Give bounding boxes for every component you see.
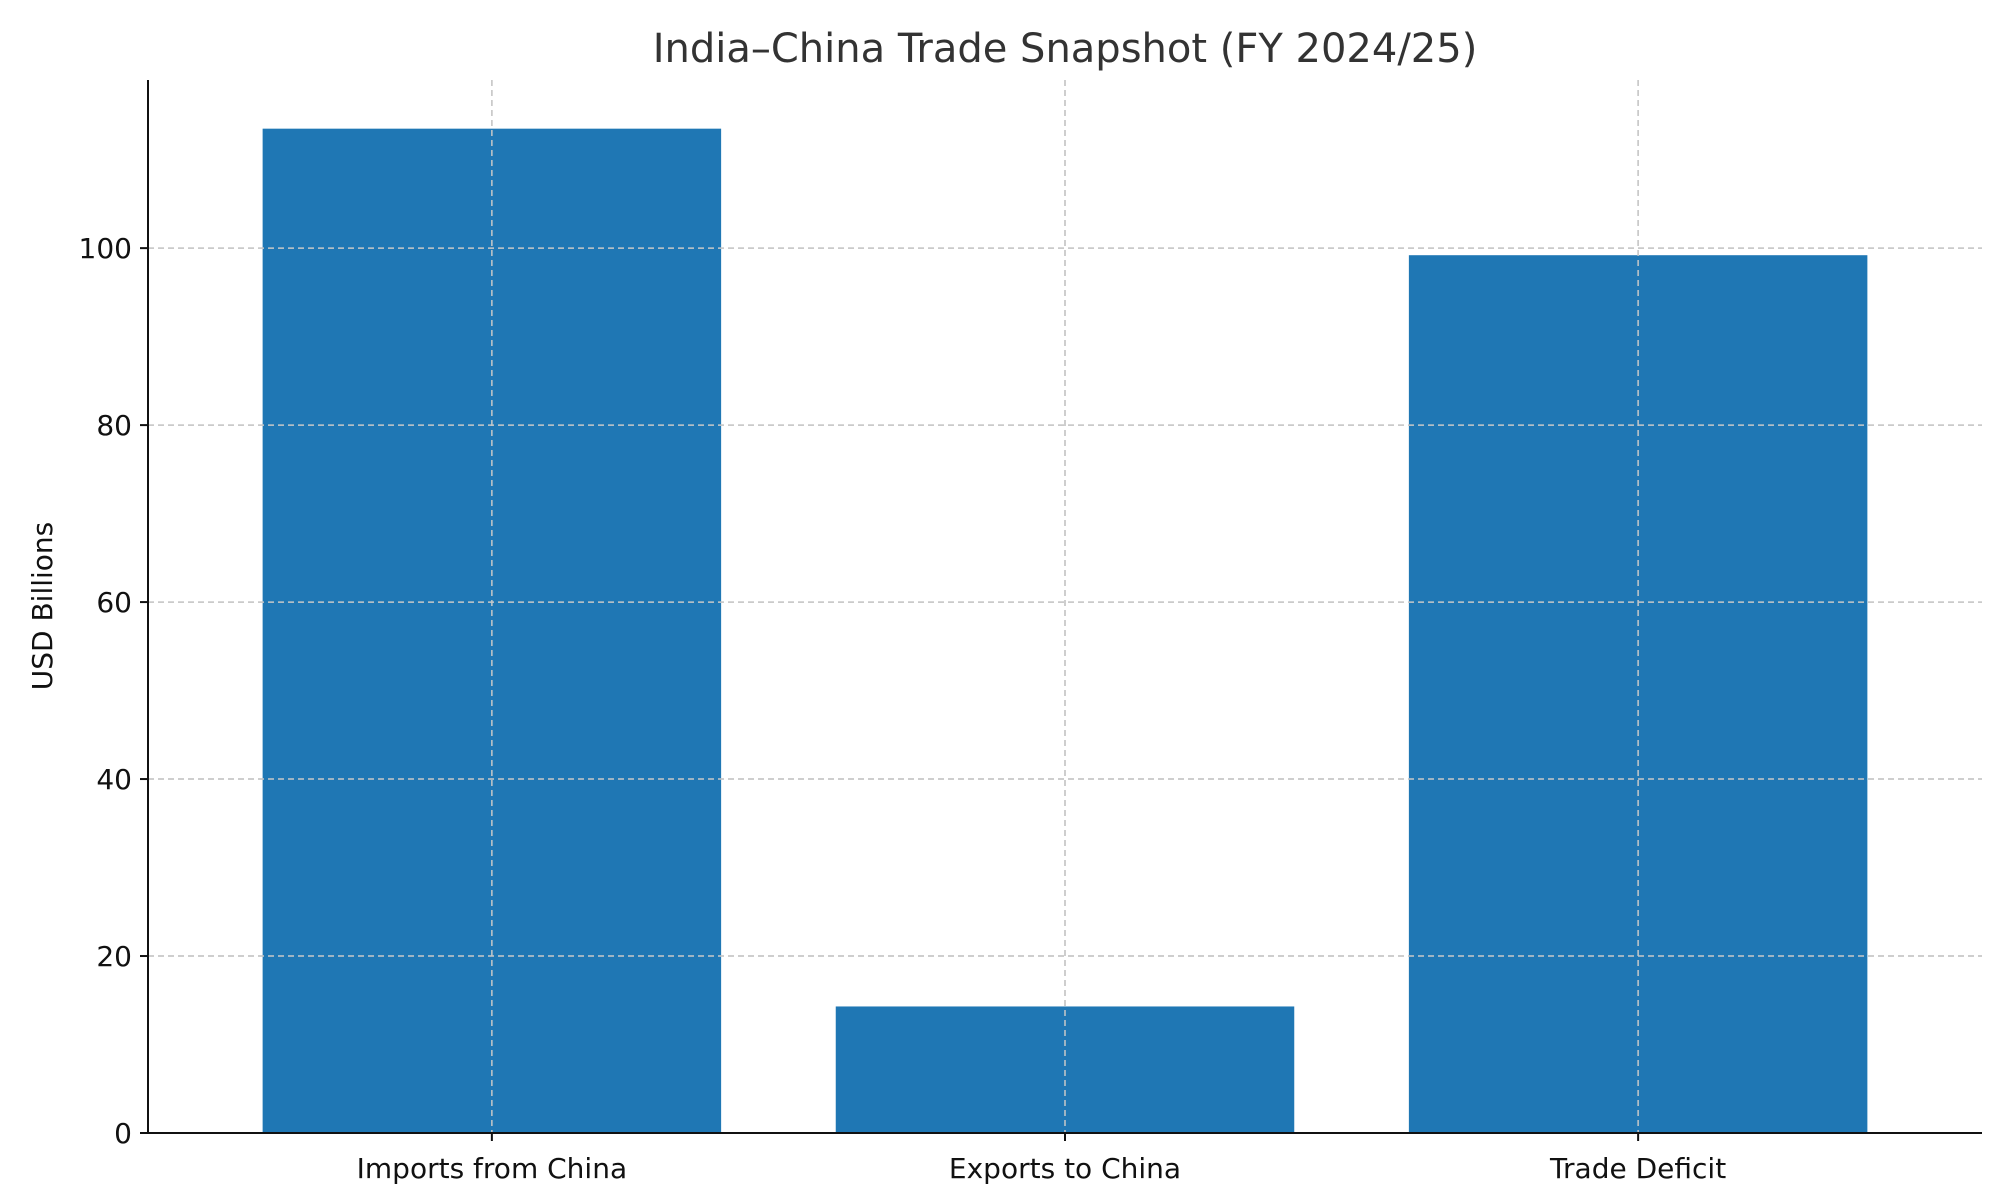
x-tick-label: Imports from China [357,1152,627,1185]
y-tick-label: 20 [96,940,132,973]
y-tick-label: 100 [79,232,132,265]
y-tick-label: 40 [96,763,132,796]
bars [148,80,1982,1133]
y-tick-label: 60 [96,586,132,619]
chart-title: India–China Trade Snapshot (FY 2024/25) [653,26,1478,72]
y-ticks: 0 20 40 60 80 100 [79,232,148,1150]
y-tick-label: 0 [114,1117,132,1150]
x-ticks: Imports from China Exports to China Trade … [357,1133,1726,1185]
y-tick-label: 80 [96,409,132,442]
x-tick-label: Trade Deficit [1549,1152,1726,1185]
x-tick-label: Exports to China [949,1152,1181,1185]
y-axis-label: USD Billions [26,522,59,691]
